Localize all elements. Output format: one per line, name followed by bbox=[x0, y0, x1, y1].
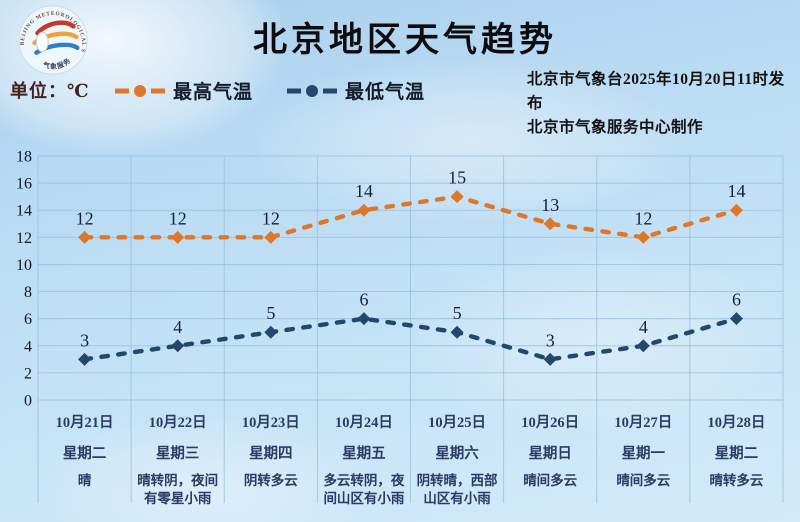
weather-label: 阴转晴，西部山区有小雨 bbox=[416, 473, 498, 507]
publisher-line-2: 北京市气象服务中心制作 bbox=[527, 119, 704, 137]
date-label: 10月25日 bbox=[428, 415, 487, 431]
data-point-value-label: 4 bbox=[173, 317, 182, 337]
weekday-label: 星期一 bbox=[621, 446, 666, 462]
unit-label: 单位：℃ bbox=[10, 81, 90, 101]
data-point-value-label: 12 bbox=[262, 208, 280, 228]
data-point-value-label: 5 bbox=[266, 303, 275, 323]
xaxis-day-column: 10月23日 星期四阴转多云 bbox=[224, 402, 317, 508]
legend-label-low-temp: 最低气温 bbox=[345, 82, 426, 103]
xaxis-day-column: 10月21日 星期二晴 bbox=[38, 402, 131, 508]
y-tick-label: 10 bbox=[16, 257, 32, 274]
data-point-value-label: 4 bbox=[639, 317, 648, 337]
xaxis-day-column: 10月22日 星期三晴转阴，夜间有零星小雨 bbox=[131, 402, 224, 508]
y-tick-label: 4 bbox=[24, 338, 32, 355]
date-label: 10月27日 bbox=[614, 415, 673, 431]
data-point-marker bbox=[171, 339, 185, 353]
publisher-info: 北京市气象台2025年10月20日11时发布 北京市气象服务中心制作 bbox=[527, 68, 800, 140]
weather-label: 晴转多云 bbox=[709, 473, 764, 488]
data-point-value-label: 6 bbox=[359, 290, 368, 310]
date-label: 10月24日 bbox=[334, 415, 393, 431]
data-point-marker bbox=[729, 312, 743, 326]
xaxis-day-column: 10月25日 星期六阴转晴，西部山区有小雨 bbox=[411, 402, 504, 508]
xaxis-day-column: 10月27日 星期一晴间多云 bbox=[597, 402, 690, 508]
xaxis-day-column: 10月24日 星期五多云转阴，夜间山区有小雨 bbox=[317, 402, 410, 508]
data-point-marker bbox=[264, 325, 278, 339]
series-line bbox=[82, 316, 739, 362]
weather-label: 晴 bbox=[77, 473, 92, 488]
data-point-value-label: 13 bbox=[541, 195, 559, 215]
y-tick-label: 8 bbox=[24, 284, 32, 301]
weekday-label: 星期日 bbox=[528, 446, 572, 462]
weekday-label: 星期六 bbox=[435, 446, 479, 462]
date-label: 10月23日 bbox=[241, 415, 300, 431]
data-point-value-label: 5 bbox=[453, 303, 462, 323]
weather-label: 晴转阴，夜间有零星小雨 bbox=[137, 473, 219, 507]
data-point-marker bbox=[543, 217, 557, 231]
weather-label: 晴间多云 bbox=[616, 473, 671, 488]
data-point-value-label: 14 bbox=[355, 181, 373, 201]
xaxis-day-column: 10月28日 星期二晴转多云 bbox=[690, 402, 783, 508]
legend-label-high-temp: 最高气温 bbox=[173, 82, 254, 103]
meteorological-service-logo-icon: BEIJING METEOROLOGICAL SERVICE 气象服务 bbox=[14, 1, 88, 75]
data-point-value-label: 6 bbox=[732, 290, 741, 310]
date-label: 10月22日 bbox=[148, 415, 207, 431]
data-point-value-label: 12 bbox=[76, 208, 94, 228]
y-tick-label: 14 bbox=[16, 203, 32, 220]
y-tick-label: 2 bbox=[24, 365, 32, 382]
legend-item-high-temp: 最高气温 bbox=[113, 77, 253, 104]
weekday-label: 星期五 bbox=[342, 446, 386, 462]
weather-label: 晴间多云 bbox=[523, 473, 578, 488]
data-point-marker bbox=[78, 352, 92, 366]
data-point-marker bbox=[450, 190, 464, 204]
data-point-value-label: 3 bbox=[546, 330, 555, 350]
low-temp-line-marker-icon bbox=[287, 84, 338, 97]
data-point-marker bbox=[357, 203, 371, 217]
y-tick-label: 16 bbox=[16, 176, 32, 193]
high-temp-line-marker-icon bbox=[115, 84, 165, 97]
data-point-marker bbox=[357, 312, 371, 326]
data-point-value-label: 12 bbox=[634, 208, 652, 228]
weather-label: 阴转多云 bbox=[243, 473, 298, 488]
date-label: 10月28日 bbox=[707, 415, 766, 431]
weekday-label: 星期二 bbox=[62, 446, 107, 462]
weekday-label: 星期二 bbox=[714, 446, 759, 462]
chart-legend: 最高气温 最低气温 bbox=[113, 77, 447, 104]
y-tick-label: 12 bbox=[16, 230, 32, 247]
data-point-marker bbox=[543, 352, 557, 366]
data-point-marker bbox=[78, 230, 92, 244]
data-point-marker bbox=[264, 230, 278, 244]
data-point-value-label: 15 bbox=[448, 168, 466, 188]
data-point-marker bbox=[729, 203, 743, 217]
data-point-value-label: 3 bbox=[80, 330, 89, 350]
date-label: 10月26日 bbox=[521, 415, 580, 431]
y-tick-label: 18 bbox=[16, 149, 32, 166]
publisher-line-1: 北京市气象台2025年10月20日11时发布 bbox=[527, 71, 785, 113]
data-point-marker bbox=[171, 230, 185, 244]
data-point-value-label: 12 bbox=[169, 208, 187, 228]
weather-label: 多云转阴，夜间山区有小雨 bbox=[323, 473, 405, 507]
weekday-label: 星期四 bbox=[249, 446, 293, 462]
xaxis-day-column: 10月26日 星期日晴间多云 bbox=[504, 402, 597, 508]
data-point-marker bbox=[636, 230, 650, 244]
data-point-value-label: 14 bbox=[727, 181, 745, 201]
xaxis-labels: 10月21日 星期二晴 10月22日 星期三 晴转阴，夜间有零星小雨 10月23日 星期四阴… bbox=[38, 402, 783, 508]
weekday-label: 星期三 bbox=[155, 446, 200, 462]
data-point-marker bbox=[450, 325, 464, 339]
date-label: 10月21日 bbox=[55, 415, 114, 431]
page-title: 北京地区天气趋势 bbox=[253, 22, 557, 59]
y-tick-label: 6 bbox=[24, 311, 32, 328]
legend-item-low-temp: 最低气温 bbox=[285, 77, 425, 104]
series-line bbox=[82, 194, 739, 240]
data-point-marker bbox=[636, 339, 650, 353]
y-tick-label: 0 bbox=[24, 393, 32, 410]
